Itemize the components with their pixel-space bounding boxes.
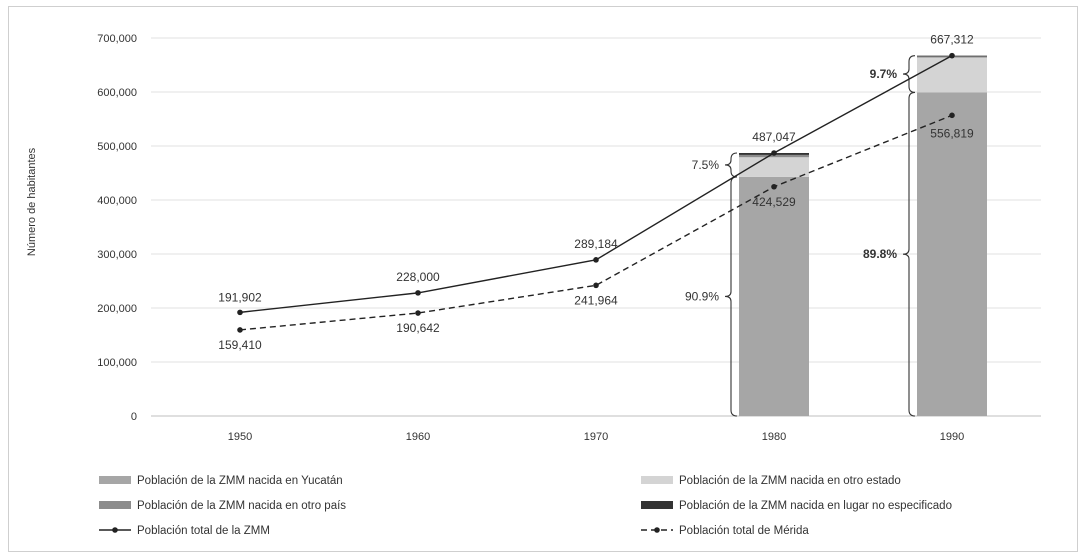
legend-label: Población de la ZMM nacida en otro país	[137, 500, 346, 512]
data-label-merida: 190,642	[396, 321, 440, 335]
x-tick-label: 1960	[406, 431, 430, 443]
bar-segment	[917, 57, 987, 93]
line-point	[771, 150, 777, 156]
data-label-merida: 159,410	[218, 338, 262, 352]
gridlines	[151, 37, 1041, 417]
chart-frame: 0 100,000 200,000 300,000 400,000 500,000 600,…	[8, 6, 1078, 552]
legend-marker	[654, 527, 660, 533]
line-point	[949, 52, 955, 59]
pct-label-1990-yucatan: 89.8%	[863, 247, 897, 261]
stacked-bars	[739, 55, 987, 416]
line-point	[949, 112, 955, 119]
line-point	[415, 310, 421, 316]
line-point	[415, 290, 421, 296]
legend-swatch	[99, 476, 131, 484]
x-tick-label: 1970	[584, 431, 608, 443]
x-tick-label: 1990	[940, 431, 964, 443]
y-axis-ticks: 0 100,000 200,000 300,000 400,000 500,000 600,…	[97, 33, 137, 423]
y-tick-label: 500,000	[97, 141, 137, 153]
bracket	[902, 55, 916, 93]
legend-swatch	[641, 501, 673, 509]
series-lines	[237, 52, 955, 333]
legend-marker	[112, 527, 118, 533]
line-point	[593, 257, 599, 263]
y-tick-label: 200,000	[97, 303, 137, 315]
data-label-merida: 241,964	[574, 293, 618, 307]
line-point	[593, 282, 599, 289]
bracket	[724, 152, 738, 178]
legend-swatch	[641, 476, 673, 484]
y-tick-label: 300,000	[97, 249, 137, 261]
legend-label: Población de la ZMM nacida en Yucatán	[137, 475, 343, 487]
legend-label: Población total de la ZMM	[137, 525, 270, 537]
pct-label-1980-other: 7.5%	[692, 158, 720, 172]
data-label-zmm: 289,184	[574, 237, 618, 251]
data-label-zmm: 487,047	[752, 130, 796, 144]
legend-label: Población de la ZMM nacida en otro estad…	[679, 475, 901, 487]
y-tick-label: 0	[131, 411, 137, 423]
legend-swatch	[99, 501, 131, 509]
y-axis-label: Número de habitantes	[26, 147, 38, 256]
data-label-zmm: 667,312	[930, 33, 974, 47]
data-labels: 191,902 228,000 289,184 487,047 667,312 159,4…	[218, 33, 974, 352]
bar-segment	[739, 154, 809, 158]
bar-segment	[739, 157, 809, 177]
line-zmm-total	[239, 55, 953, 314]
legend-label: Población total de Mérida	[679, 525, 809, 537]
bar-segment	[739, 176, 809, 416]
line-point	[771, 183, 777, 190]
y-tick-label: 400,000	[97, 195, 137, 207]
data-label-merida: 556,819	[930, 126, 974, 140]
percentage-brackets: 7.5% 90.9% 9.7% 89.8%	[685, 55, 916, 417]
legend: Población de la ZMM nacida en Yucatán Pob…	[99, 475, 952, 537]
bar-segment	[917, 92, 987, 416]
x-tick-label: 1980	[762, 431, 786, 443]
pct-label-1980-yucatan: 90.9%	[685, 289, 719, 303]
x-tick-label: 1950	[228, 431, 252, 443]
line-point	[237, 327, 243, 333]
bracket	[724, 176, 738, 417]
y-tick-label: 700,000	[97, 33, 137, 45]
data-label-merida: 424,529	[752, 195, 796, 209]
y-tick-label: 600,000	[97, 87, 137, 99]
bracket	[902, 91, 916, 417]
x-axis-ticks: 1950 1960 1970 1980 1990	[228, 431, 964, 443]
y-tick-label: 100,000	[97, 357, 137, 369]
data-label-zmm: 228,000	[396, 270, 440, 284]
pct-label-1990-other: 9.7%	[870, 67, 898, 81]
data-label-zmm: 191,902	[218, 290, 262, 304]
chart-svg: 0 100,000 200,000 300,000 400,000 500,000 600,…	[26, 33, 1041, 537]
line-point	[237, 309, 243, 316]
legend-label: Población de la ZMM nacida en lugar no e…	[679, 500, 952, 512]
